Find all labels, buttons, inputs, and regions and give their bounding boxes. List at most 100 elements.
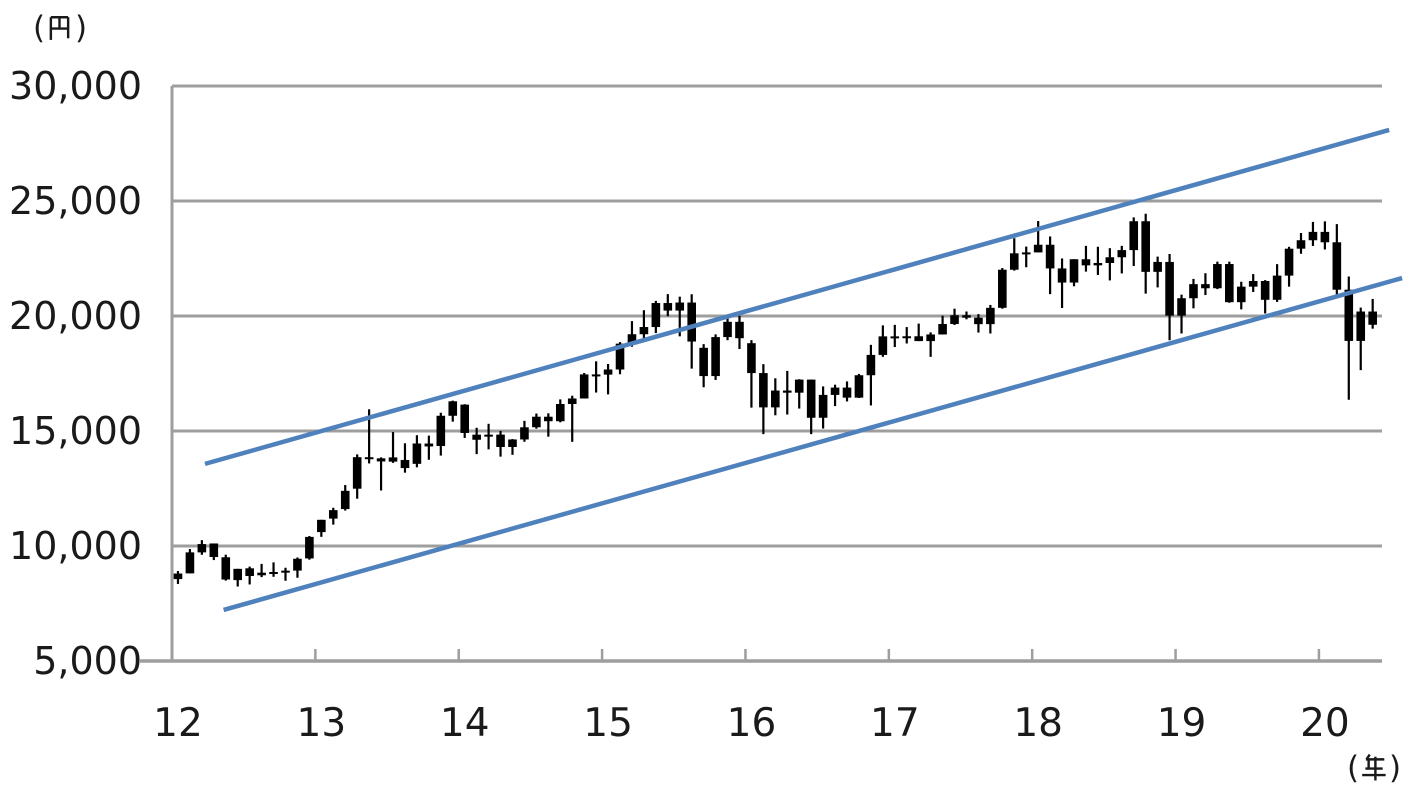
candle-body-2015-10	[711, 337, 720, 377]
candle-body-2013-12	[448, 401, 458, 416]
candle-body-2014-09	[555, 403, 565, 422]
candle-body-2013-01	[317, 519, 326, 533]
candle-body-2020-03	[1344, 289, 1354, 341]
candle-body-2018-11	[1153, 261, 1162, 272]
candle-body-2015-05	[651, 303, 661, 328]
candle-body-2017-09	[986, 307, 995, 325]
x-tick-label-14: 14	[440, 701, 490, 746]
candle-body-2013-11	[436, 415, 446, 447]
candle-body-2019-11	[1296, 240, 1306, 249]
y-tick-label-5,000: 5,000	[33, 639, 142, 683]
candle-body-2012-04	[209, 543, 219, 558]
candle-body-2018-07	[1105, 257, 1115, 263]
y-tick-label-15,000: 15,000	[9, 409, 142, 453]
candle-body-2019-08	[1260, 280, 1270, 300]
candle-body-2013-08	[400, 459, 410, 469]
candle-body-2018-12	[1165, 261, 1174, 316]
candle-body-2017-11	[1009, 253, 1019, 270]
candle-body-2016-07	[818, 394, 828, 418]
candle-body-2012-06	[233, 568, 243, 581]
candle-body-2015-03	[627, 334, 637, 344]
candle-body-2015-08	[687, 302, 696, 342]
candle-body-2013-03	[340, 490, 350, 510]
candle-body-2013-05	[364, 457, 374, 460]
candle-body-2015-09	[699, 347, 708, 377]
candle-body-2017-02	[902, 336, 912, 339]
candle-body-2015-01	[603, 369, 613, 375]
candle-body-2017-04	[926, 334, 935, 342]
candle-body-2014-06	[520, 427, 529, 440]
y-axis-unit-label-paren-open: (	[33, 10, 45, 46]
x-axis-unit-label-paren-close: )	[1389, 750, 1401, 786]
candle-body-2019-06	[1236, 286, 1246, 303]
candle-body-2018-02	[1045, 244, 1055, 269]
candle-body-2016-06	[806, 379, 816, 418]
candle-body-2014-01	[460, 404, 470, 433]
candle-body-2014-11	[579, 374, 589, 399]
candle-body-2014-10	[567, 398, 577, 404]
trendline-channel-lower	[223, 275, 1403, 613]
candle-body-2016-02	[759, 373, 768, 408]
candle-body-2019-02	[1189, 284, 1198, 299]
candle-body-2020-04	[1356, 311, 1366, 341]
candle-body-2017-03	[914, 336, 923, 342]
candle-body-2012-01	[173, 573, 183, 580]
candle-body-2014-08	[544, 416, 553, 422]
candle-body-2012-09	[269, 571, 278, 574]
candle-body-2012-08	[257, 572, 266, 576]
trendline-channel-upper	[204, 127, 1390, 467]
candle-body-2019-04	[1213, 264, 1222, 289]
candle-body-2016-12	[878, 336, 888, 355]
candle-body-2018-05	[1081, 259, 1091, 266]
x-axis-unit-label-glyph	[1362, 753, 1386, 781]
candle-body-2020-05	[1368, 311, 1377, 325]
x-tick-label-17: 17	[870, 701, 920, 746]
candle-body-2018-03	[1057, 268, 1067, 283]
candle-body-2016-01	[747, 343, 756, 374]
candle-body-2019-09	[1272, 275, 1282, 300]
candle-body-2019-05	[1225, 264, 1234, 303]
x-tick-label-13: 13	[297, 701, 347, 746]
y-tick-label-10,000: 10,000	[9, 524, 142, 568]
candle-body-2016-03	[771, 390, 780, 408]
candle-body-2015-12	[735, 321, 744, 339]
candle-body-2013-06	[376, 458, 386, 462]
candle-body-2017-10	[998, 269, 1007, 308]
candle-body-2012-10	[281, 570, 290, 573]
candle-body-2015-06	[663, 303, 673, 311]
x-tick-label-15: 15	[583, 701, 633, 746]
candle-body-2015-11	[723, 321, 732, 338]
candle-body-2020-01	[1320, 231, 1330, 243]
y-tick-label-25,000: 25,000	[9, 179, 142, 223]
candle-body-2014-12	[591, 374, 601, 377]
candle-body-2012-12	[305, 536, 314, 559]
candle-body-2013-07	[388, 457, 398, 462]
candle-body-2012-02	[185, 552, 195, 574]
candle-body-2017-08	[974, 317, 983, 325]
candle-body-2017-06	[950, 315, 959, 325]
candle-body-2018-06	[1093, 262, 1103, 266]
candle-body-2017-12	[1021, 252, 1031, 255]
candle-body-2016-05	[794, 379, 804, 393]
candle-body-2019-12	[1308, 231, 1318, 241]
x-tick-label-19: 19	[1157, 701, 1207, 746]
candle-body-2014-03	[484, 434, 493, 437]
candle-body-2012-03	[197, 544, 207, 553]
candle-body-2018-08	[1117, 250, 1127, 258]
candle-body-2016-10	[854, 375, 864, 398]
candle-body-2014-07	[532, 416, 541, 428]
candle-body-2017-05	[938, 324, 947, 335]
x-axis-unit-label-paren-open: (	[1347, 750, 1359, 786]
candle-body-2019-03	[1201, 284, 1210, 289]
candle-body-2018-01	[1033, 244, 1043, 253]
candle-body-2019-07	[1248, 280, 1258, 287]
candle-body-2017-01	[890, 336, 900, 339]
x-tick-label-18: 18	[1013, 701, 1063, 746]
candle-body-2018-09	[1129, 221, 1139, 251]
candle-body-2019-01	[1177, 298, 1186, 316]
candle-body-2018-10	[1141, 221, 1150, 272]
candle-body-2015-07	[675, 302, 685, 311]
candle-body-2020-02	[1332, 242, 1342, 290]
candle-body-2018-04	[1069, 259, 1079, 283]
